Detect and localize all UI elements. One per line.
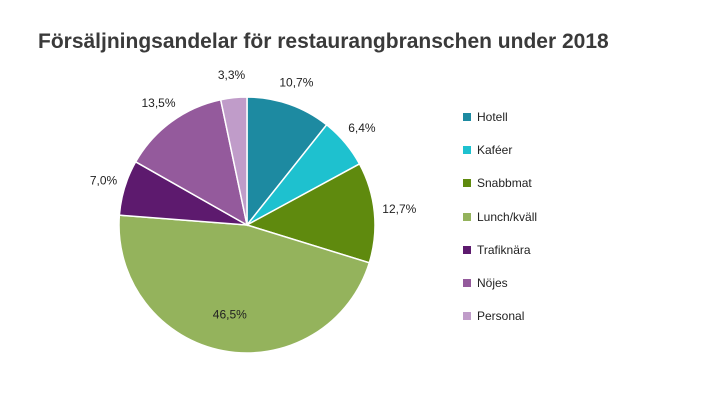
legend-item: Hotell bbox=[463, 100, 663, 133]
data-label: 6,4% bbox=[348, 121, 376, 135]
legend-swatch bbox=[463, 112, 471, 121]
legend-swatch bbox=[463, 312, 471, 321]
legend-swatch bbox=[463, 212, 471, 221]
legend-item: Personal bbox=[463, 300, 663, 333]
legend-label: Nöjes bbox=[477, 276, 508, 291]
legend-item: Snabbmat bbox=[463, 167, 663, 200]
legend-label: Lunch/kväll bbox=[477, 209, 538, 224]
data-label: 7,0% bbox=[90, 173, 118, 187]
legend-label: Hotell bbox=[477, 109, 508, 124]
data-label: 12,7% bbox=[382, 202, 416, 216]
pie-slice-n-jes bbox=[134, 98, 249, 227]
data-label: 10,7% bbox=[279, 76, 313, 90]
legend-item: Lunch/kväll bbox=[463, 200, 663, 233]
legend-label: Personal bbox=[477, 309, 525, 324]
legend-swatch bbox=[463, 279, 471, 288]
data-label: 13,5% bbox=[141, 96, 175, 110]
chart-legend: Hotell Kaféer Snabbmat Lunch/kväll Trafiknär… bbox=[463, 100, 663, 333]
legend-swatch bbox=[463, 245, 471, 254]
legend-item: Trafiknära bbox=[463, 233, 663, 266]
pie-data-labels: 10,7% 6,4% 12,7% 46,5% 7,0% 13,5% 3,3% bbox=[90, 68, 417, 322]
legend-label: Trafiknära bbox=[477, 242, 531, 257]
pie-slice-lunch-kv-ll bbox=[118, 214, 371, 354]
chart-title: Försäljningsandelar för restaurangbransc… bbox=[38, 30, 609, 53]
data-label: 3,3% bbox=[218, 68, 246, 82]
pie-slices bbox=[118, 96, 376, 354]
legend-swatch bbox=[463, 179, 471, 188]
pie-slice-hotell bbox=[246, 96, 328, 228]
legend-item: Nöjes bbox=[463, 266, 663, 299]
pie-slice-snabbmat bbox=[245, 162, 376, 264]
legend-item: Kaféer bbox=[463, 133, 663, 166]
data-label: 46,5% bbox=[213, 308, 247, 322]
legend-swatch bbox=[463, 145, 471, 154]
pie-slice-personal bbox=[219, 96, 248, 226]
legend-label: Snabbmat bbox=[477, 176, 532, 191]
legend-label: Kaféer bbox=[477, 142, 513, 157]
